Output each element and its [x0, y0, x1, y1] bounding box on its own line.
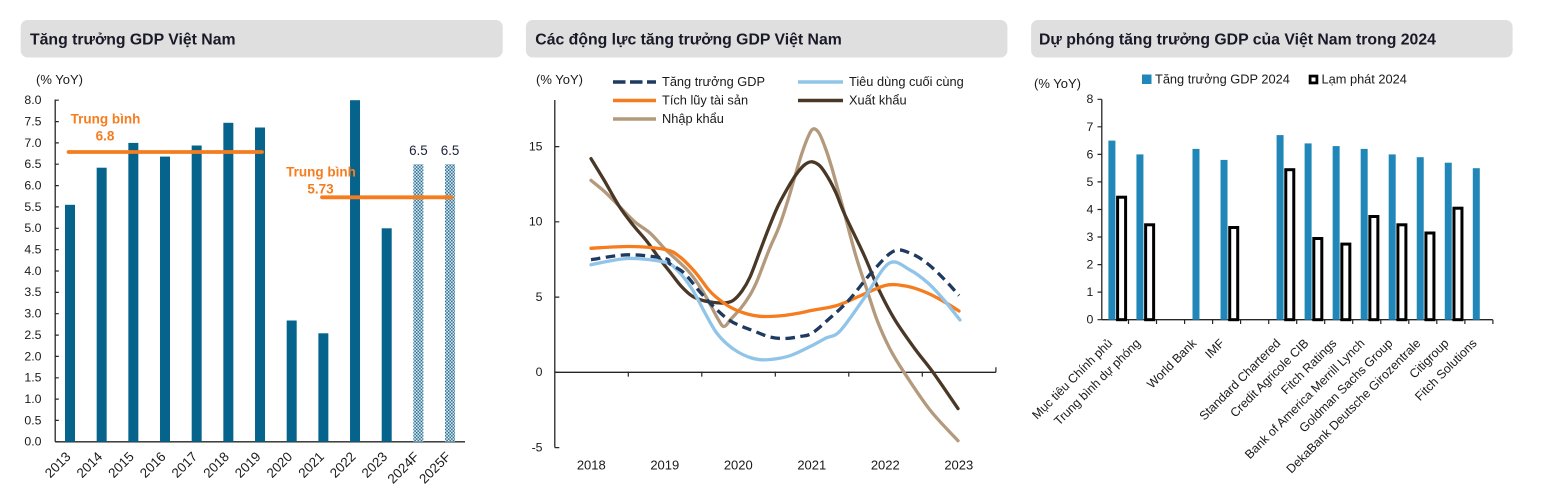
svg-text:Trung bình: Trung bình — [286, 165, 356, 180]
svg-text:6.5: 6.5 — [409, 143, 428, 158]
svg-text:5.5: 5.5 — [24, 200, 41, 214]
svg-text:8: 8 — [1086, 92, 1093, 106]
svg-text:2022: 2022 — [871, 458, 900, 473]
svg-text:2017: 2017 — [169, 449, 201, 481]
svg-text:5: 5 — [536, 290, 543, 304]
svg-text:0.5: 0.5 — [24, 413, 41, 427]
svg-text:(% YoY): (% YoY) — [1034, 76, 1081, 91]
svg-text:2023: 2023 — [944, 458, 973, 473]
svg-text:-5: -5 — [532, 440, 543, 454]
svg-text:World Bank: World Bank — [1144, 336, 1200, 392]
svg-text:2020: 2020 — [264, 449, 296, 481]
svg-text:2016: 2016 — [137, 449, 169, 481]
svg-text:IMF: IMF — [1202, 336, 1227, 361]
svg-text:2: 2 — [1086, 258, 1093, 272]
svg-text:Tăng trưởng GDP 2024: Tăng trưởng GDP 2024 — [1155, 72, 1290, 87]
svg-text:2020: 2020 — [724, 458, 753, 473]
svg-text:1.5: 1.5 — [24, 371, 41, 385]
svg-text:2013: 2013 — [42, 449, 74, 481]
svg-text:1: 1 — [1086, 285, 1093, 299]
svg-text:4.5: 4.5 — [24, 243, 41, 257]
svg-text:6.0: 6.0 — [24, 179, 41, 193]
svg-text:2021: 2021 — [295, 449, 327, 481]
svg-text:2025F: 2025F — [416, 449, 453, 486]
svg-text:2015: 2015 — [105, 449, 137, 481]
svg-text:10: 10 — [529, 215, 543, 229]
svg-text:6.8: 6.8 — [96, 129, 115, 144]
svg-text:2.0: 2.0 — [24, 349, 41, 363]
svg-text:15: 15 — [529, 140, 543, 154]
svg-text:8.0: 8.0 — [24, 93, 41, 107]
svg-text:2014: 2014 — [74, 449, 106, 481]
svg-text:3: 3 — [1086, 230, 1093, 244]
svg-text:Lạm phát 2024: Lạm phát 2024 — [1322, 72, 1407, 87]
svg-text:(% YoY): (% YoY) — [36, 72, 83, 87]
svg-text:0: 0 — [536, 365, 543, 379]
svg-text:2018: 2018 — [200, 449, 232, 481]
svg-text:Nhập khẩu: Nhập khẩu — [662, 111, 724, 126]
svg-text:7.0: 7.0 — [24, 136, 41, 150]
svg-text:7.5: 7.5 — [24, 115, 41, 129]
svg-text:5.73: 5.73 — [307, 182, 334, 197]
svg-text:2019: 2019 — [232, 449, 264, 481]
svg-text:6: 6 — [1086, 147, 1093, 161]
svg-text:2018: 2018 — [577, 458, 606, 473]
svg-text:0.0: 0.0 — [24, 435, 41, 449]
svg-text:3.0: 3.0 — [24, 307, 41, 321]
svg-text:5: 5 — [1086, 175, 1093, 189]
svg-text:0: 0 — [1086, 313, 1093, 327]
svg-text:Các động lực tăng trưởng GDP V: Các động lực tăng trưởng GDP Việt Nam — [535, 32, 842, 49]
svg-text:5.0: 5.0 — [24, 221, 41, 235]
svg-text:Tăng trưởng GDP: Tăng trưởng GDP — [662, 74, 765, 89]
svg-text:4: 4 — [1086, 202, 1093, 216]
svg-text:2.5: 2.5 — [24, 328, 41, 342]
svg-text:Xuất khẩu: Xuất khẩu — [849, 93, 907, 108]
svg-text:Tăng trưởng GDP Việt Nam: Tăng trưởng GDP Việt Nam — [30, 32, 236, 49]
svg-text:Dự phóng tăng trưởng GDP của V: Dự phóng tăng trưởng GDP của Việt Nam tr… — [1039, 32, 1436, 49]
svg-text:(% YoY): (% YoY) — [536, 72, 583, 87]
svg-text:Tích lũy tài sản: Tích lũy tài sản — [662, 93, 748, 108]
svg-text:6.5: 6.5 — [441, 143, 460, 158]
svg-text:1.0: 1.0 — [24, 392, 41, 406]
svg-text:2021: 2021 — [797, 458, 826, 473]
svg-text:7: 7 — [1086, 120, 1093, 134]
svg-text:2024F: 2024F — [385, 449, 422, 486]
svg-text:2019: 2019 — [650, 458, 679, 473]
svg-text:3.5: 3.5 — [24, 285, 41, 299]
svg-text:6.5: 6.5 — [24, 157, 41, 171]
svg-text:2022: 2022 — [327, 449, 359, 481]
svg-text:Tiêu dùng cuối cùng: Tiêu dùng cuối cùng — [849, 74, 964, 89]
svg-text:Trung bình: Trung bình — [71, 112, 141, 127]
svg-text:4.0: 4.0 — [24, 264, 41, 278]
